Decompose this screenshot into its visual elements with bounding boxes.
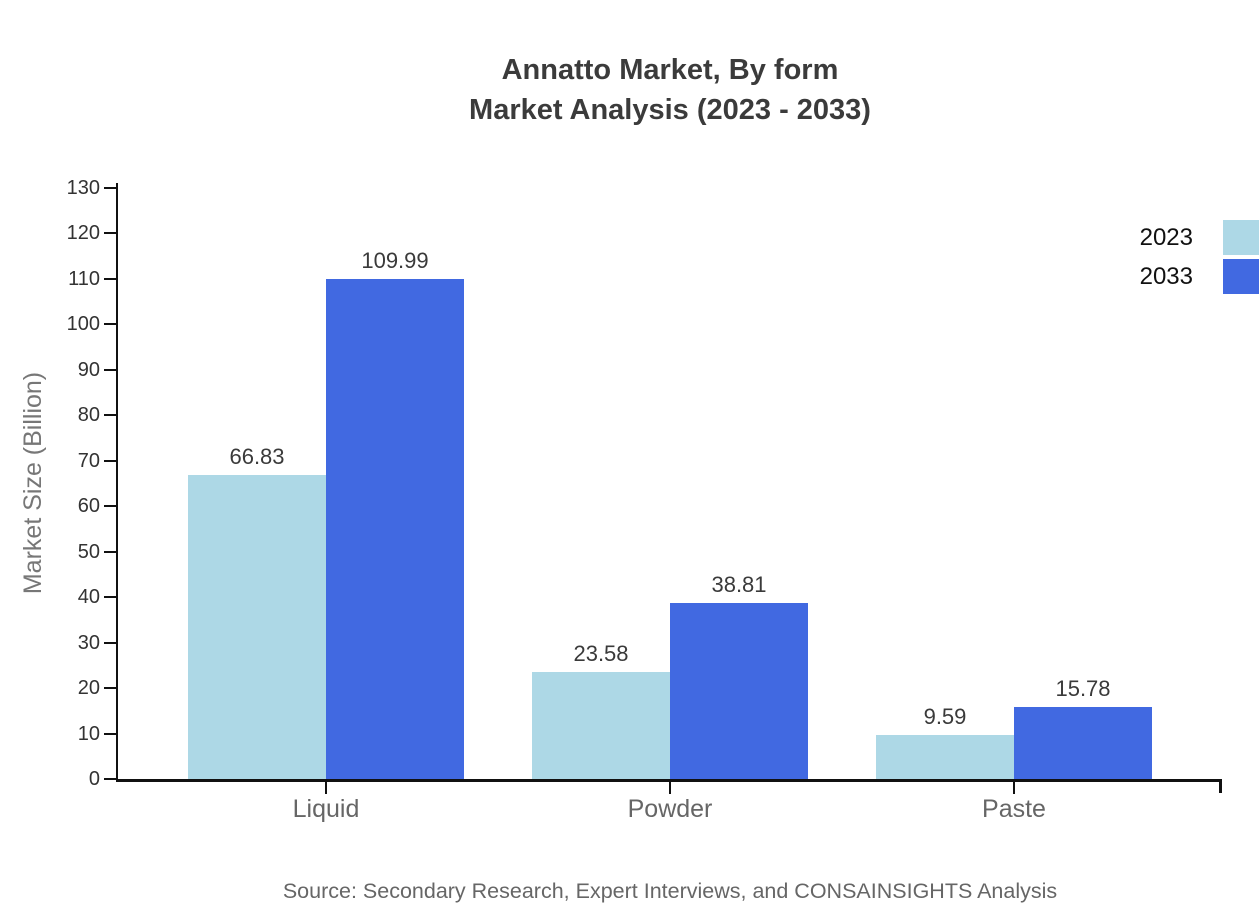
x-tick [669,782,671,794]
y-tick-label: 90 [77,358,100,381]
y-tick-label: 120 [66,222,100,245]
value-label: 109.99 [361,247,429,273]
y-axis-line [116,183,118,782]
y-tick-label: 50 [77,540,100,563]
y-tick-label: 100 [66,313,100,336]
y-tick [104,641,116,644]
value-label: 9.59 [923,704,967,730]
y-tick [104,277,116,280]
x-tick [325,782,327,794]
value-label: 15.78 [1055,676,1111,702]
value-label: 66.83 [229,444,285,470]
source-note: Source: Secondary Research, Expert Inter… [282,879,1058,903]
chart-title-line-1: Annatto Market, By form [501,54,839,86]
bar-2033-liquid [326,278,464,779]
y-tick [104,368,116,371]
value-label: 38.81 [711,571,767,597]
x-axis-line [116,779,1222,782]
y-tick-label: 70 [77,449,100,472]
y-tick-label: 20 [77,677,100,700]
chart-title-line-2: Market Analysis (2023 - 2033) [469,94,871,126]
bar-2023-liquid [188,475,326,779]
bar-2033-paste [1014,707,1152,779]
category-label-paste: Paste [982,795,1046,823]
y-tick [104,187,116,189]
y-tick-label: 0 [88,768,100,790]
bar-2023-paste [876,735,1014,779]
y-tick [104,323,116,326]
y-tick [104,459,116,462]
y-tick [104,596,116,599]
y-tick [104,550,116,553]
y-tick-label: 60 [77,495,100,518]
y-tick [104,414,116,417]
y-tick [104,732,116,735]
y-tick-label: 110 [68,267,100,290]
bar-2033-powder [670,602,808,779]
y-tick [104,778,116,780]
y-tick-label: 40 [77,586,100,609]
y-tick [104,505,116,508]
y-tick-label: 130 [66,177,100,199]
bar-2023-powder [532,671,670,779]
y-tick [104,687,116,690]
x-tick [1013,782,1015,794]
y-tick [104,232,116,235]
y-tick-label: 10 [77,722,100,745]
value-label: 23.58 [573,640,629,666]
y-tick-label: 80 [77,404,100,427]
category-label-liquid: Liquid [292,795,360,823]
y-tick-label: 30 [77,631,100,654]
category-label-powder: Powder [627,795,713,823]
x-axis-end-tick [1219,779,1222,793]
